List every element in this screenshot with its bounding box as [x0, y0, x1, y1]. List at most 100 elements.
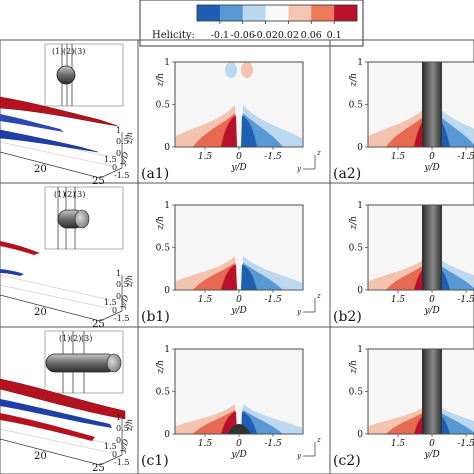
colorbar-swatches	[196, 4, 358, 22]
contour-y-axis-label: z/h	[156, 360, 166, 375]
contour-y-tick-label: 0.5	[156, 101, 171, 111]
contour-x-tick-label: 0	[429, 152, 435, 162]
colorbar-swatch	[334, 5, 358, 21]
inset-cylinder-view: (1)(2)(3)	[44, 186, 124, 250]
contour-y-tick-label: 1	[357, 201, 363, 211]
iso-tick-label: 0	[116, 436, 121, 445]
negative-helicity-ribbon	[0, 399, 112, 428]
contour-x-tick-label: -1.5	[264, 439, 282, 449]
helicity-contour-panel: 1 0.5 0 1.5 0 -1.5 z/h y/D z y (a1)	[141, 58, 321, 182]
contour-y-tick-label: 0	[164, 286, 170, 296]
colorbar-tick-label: 0.1	[327, 30, 342, 41]
iso-tick-label: 0	[112, 450, 117, 459]
contour-y-tick-label: 1	[357, 58, 363, 68]
contour-x-tick-label: 0	[236, 152, 242, 162]
contour-y-tick-label: 0	[357, 286, 363, 296]
iso-tick-label: -1.5	[114, 458, 129, 467]
contour-x-axis-label: y/D	[230, 306, 246, 316]
cylinder-section	[227, 424, 251, 434]
iso-tick-label: 1.5	[104, 442, 117, 451]
negative-helicity-ribbon	[0, 129, 99, 153]
contour-y-tick-label: 0	[164, 143, 170, 153]
contour-x-axis-label: y/D	[423, 306, 439, 316]
positive-helicity-ribbon	[0, 241, 40, 255]
vortex-isosurfaces	[0, 96, 119, 153]
contour-y-tick-label: 0.5	[349, 244, 364, 254]
contour-x-tick-label: -1.5	[457, 295, 474, 305]
iso-tick-label: 25	[92, 463, 105, 474]
contour-x-tick-label: 0	[429, 439, 435, 449]
positive-helicity-ribbon	[0, 413, 95, 441]
inset-label: (1)	[52, 47, 63, 56]
iso-tick-label: 0	[112, 163, 117, 172]
contour-x-tick-label: 1.5	[198, 439, 213, 449]
iso-tick-label: 20	[34, 451, 47, 462]
contour-y-tick-label: 1	[164, 58, 170, 68]
cylinder-cross-section	[56, 65, 76, 85]
contour-x-tick-label: 1.5	[198, 152, 213, 162]
contour-y-axis-label: z/h	[349, 360, 359, 375]
contour-y-axis-label: z/h	[349, 73, 359, 88]
contour-y-tick-label: 0.5	[349, 388, 364, 398]
helicity-contour-panel: 1 0.5 0 1.5 0 -1.5 z/h y/D (c2)	[333, 345, 474, 469]
panel-row-1: (1) (2) (3)20251.50-1.510.50y/Dz/h10.501.5…	[0, 43, 474, 187]
axes-indicator-label: z	[316, 149, 321, 157]
colorbar-outline	[196, 4, 358, 22]
inset-label: (1)	[59, 334, 70, 343]
iso-axis-line	[0, 438, 123, 466]
contour-x-tick-label: 0	[236, 295, 242, 305]
colorbar-ticks: -0.1 -0.06-0.02 0.02 0.06 0.1	[211, 21, 342, 41]
contour-x-tick-label: 0	[236, 439, 242, 449]
iso-tick-label: 0	[116, 149, 121, 158]
contour-x-tick-label: -1.5	[457, 152, 474, 162]
iso-tick-label: 0	[116, 292, 121, 301]
colorbar-swatch	[219, 5, 244, 21]
cylinder-tip	[74, 209, 90, 229]
iso-tick-label: -1.5	[114, 171, 129, 180]
cylinder-section	[422, 226, 442, 290]
negative-helicity-core	[241, 264, 257, 290]
iso-grid-line	[0, 141, 113, 167]
contour-x-tick-label: 1.5	[391, 439, 406, 449]
contour-y-tick-label: 1	[357, 345, 363, 355]
colorbar-tick-label: -0.1	[211, 30, 229, 41]
colorbar-tick-label: -0.06	[231, 30, 255, 41]
contour-y-axis-label: z/h	[156, 73, 166, 88]
inset-label: (2)	[64, 190, 75, 199]
contour-x-tick-label: -1.5	[264, 295, 282, 305]
iso-tick-label: 0.5	[116, 424, 129, 433]
panel-row-2: (1)(2)(3)20251.50-1.510.50y/Dz/h10.501.5…	[0, 186, 474, 330]
iso-tick-label: 1	[116, 269, 121, 278]
colorbar-tick-label: 0.02	[278, 30, 299, 41]
contour-y-tick-label: 0.5	[349, 101, 364, 111]
colorbar-swatch	[288, 5, 312, 21]
panel-label: (a1)	[141, 166, 169, 182]
contour-y-tick-label: 0	[164, 430, 170, 440]
helicity-contour-panel: 1 0.5 0 1.5 0 -1.5 z/h y/D z y (b1)	[141, 201, 321, 325]
panel-label: (c2)	[333, 453, 361, 469]
contour-y-tick-label: 0.5	[156, 244, 171, 254]
contour-x-tick-label: 1.5	[391, 295, 406, 305]
contour-y-axis-label: z/h	[156, 216, 166, 231]
axes-indicator-label: y	[296, 452, 302, 460]
inset-cylinder-view: (1)(2)(3)	[44, 330, 124, 394]
inset-label: (2)	[70, 334, 81, 343]
colorbar-swatch	[265, 5, 289, 21]
cylinder-tip	[106, 353, 122, 373]
iso-tick-label: 25	[92, 319, 105, 330]
positive-helicity-core	[221, 264, 237, 290]
iso-tick-label: 0	[112, 306, 117, 315]
iso-tick-label: 0.5	[116, 137, 129, 146]
iso-axes	[0, 274, 123, 322]
helicity-contour-panel: 1 0.5 0 1.5 0 -1.5 z/h y/D (a2)	[333, 58, 474, 182]
contour-x-axis-label: y/D	[230, 163, 246, 173]
cylinder-body	[45, 353, 117, 373]
iso-tick-label: 1.5	[104, 298, 117, 307]
iso-grid-line	[0, 284, 113, 310]
colorbar-swatch	[242, 5, 266, 21]
